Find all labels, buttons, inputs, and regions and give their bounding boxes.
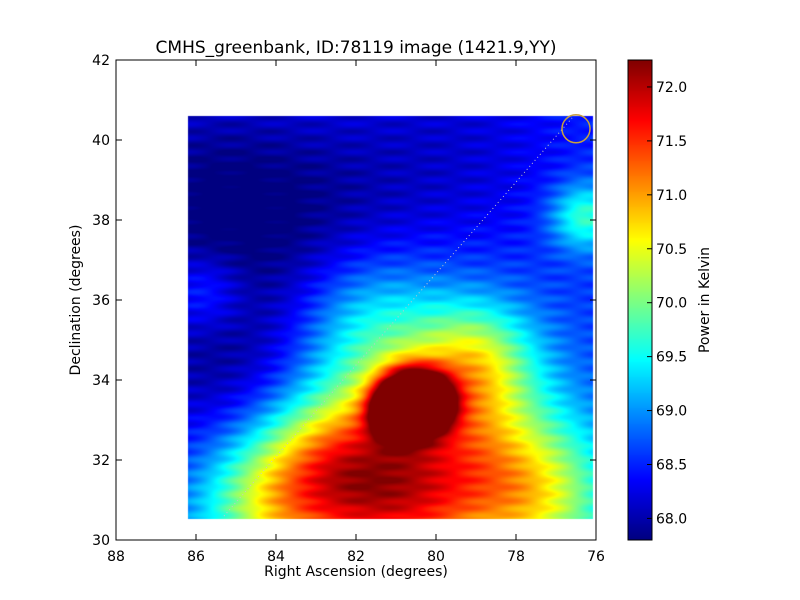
y-tick-label: 38 [92,213,110,229]
beam-circle [561,114,591,144]
plot-area: 88 86 84 82 80 78 76 30 32 34 36 38 40 42 [92,53,605,565]
x-tick-label: 78 [507,549,525,565]
scan-line [223,117,573,517]
colorbar-tick-label: 68.5 [656,457,687,473]
colorbar-gradient [628,60,652,540]
colorbar-tick-label: 69.0 [656,404,687,420]
chart-title: CMHS_greenbank, ID:78119 image (1421.9,Y… [156,38,557,58]
x-tick-label: 76 [587,549,605,565]
colorbar: 68.0 68.5 69.0 69.5 70.0 70.5 71.0 71.5 72.0 Pow… [627,59,713,541]
y-tick-label: 32 [92,453,110,469]
x-tick-label: 80 [427,549,445,565]
x-axis-label: Right Ascension (degrees) [264,564,448,580]
colorbar-label: Power in Kelvin [697,247,713,353]
colorbar-tick-label: 72.0 [656,80,687,96]
colorbar-tick-label: 69.5 [656,350,687,366]
y-axis: 30 32 34 36 38 40 42 [92,53,596,549]
x-tick-label: 86 [187,549,205,565]
colorbar-ticks: 68.0 68.5 69.0 69.5 70.0 70.5 71.0 71.5 72.0 [647,80,687,527]
x-tick-label: 84 [267,549,285,565]
colorbar-tick-label: 68.0 [656,511,687,527]
y-tick-label: 34 [92,373,110,389]
y-tick-label: 36 [92,293,110,309]
x-tick-label: 88 [107,549,125,565]
colorbar-tick-label: 70.0 [656,296,687,312]
colorbar-frame [627,59,653,541]
y-tick-label: 42 [92,53,110,69]
colorbar-tick-label: 71.5 [656,134,687,150]
x-tick-label: 82 [347,549,365,565]
y-tick-label: 30 [92,533,110,549]
colorbar-tick-label: 71.0 [656,188,687,204]
colorbar-tick-label: 70.5 [656,242,687,258]
heatmap-image [116,60,596,540]
y-axis-label: Declination (degrees) [68,225,84,376]
y-tick-label: 40 [92,133,110,149]
x-axis: 88 86 84 82 80 78 76 [107,60,605,565]
